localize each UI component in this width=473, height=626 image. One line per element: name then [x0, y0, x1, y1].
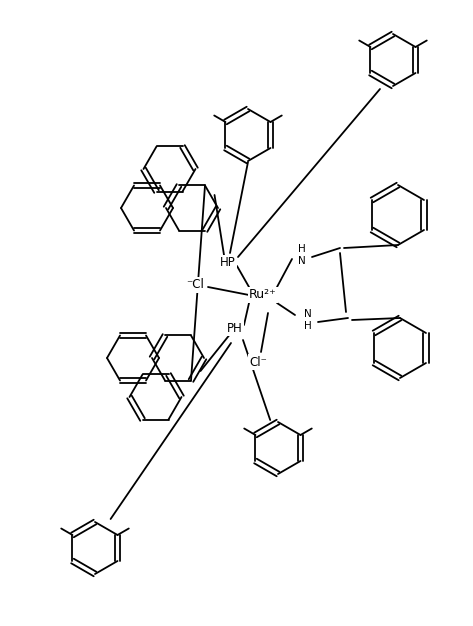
Text: PH: PH — [227, 322, 243, 334]
Text: HP: HP — [220, 257, 236, 270]
Text: Cl⁻: Cl⁻ — [249, 356, 267, 369]
Text: ⁻Cl: ⁻Cl — [186, 279, 204, 292]
Text: Ru²⁺: Ru²⁺ — [249, 289, 277, 302]
Text: N
H: N H — [304, 309, 312, 331]
Text: H
N: H N — [298, 244, 306, 266]
